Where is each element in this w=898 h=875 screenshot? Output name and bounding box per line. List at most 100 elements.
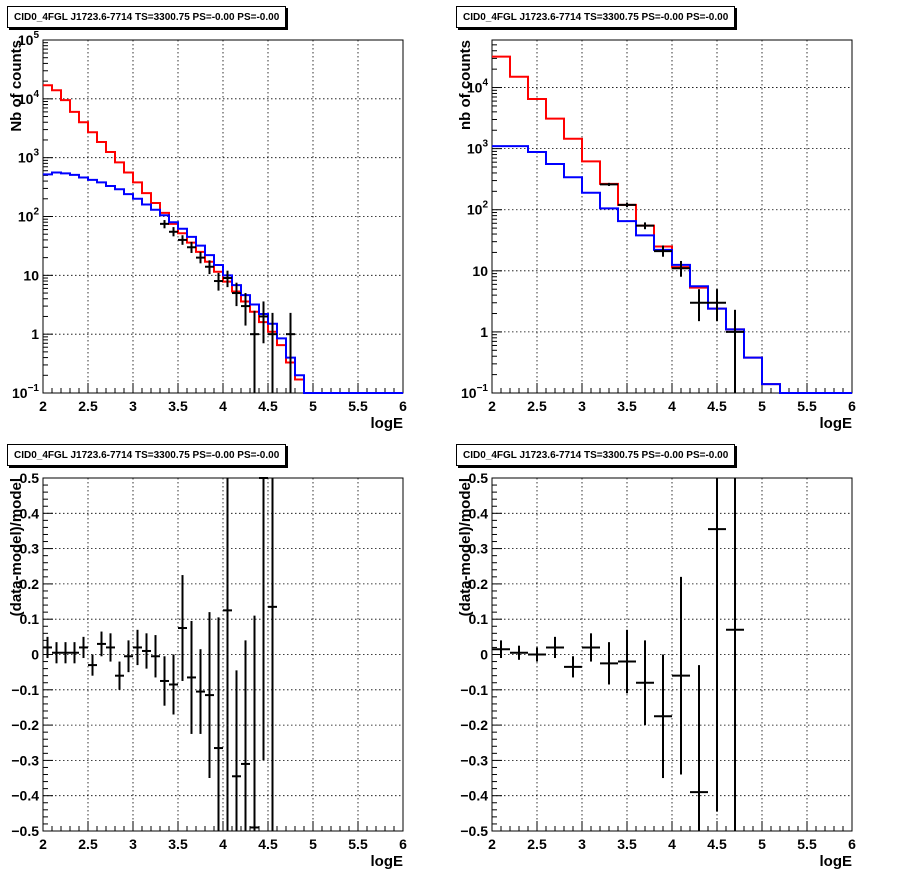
data-point bbox=[70, 642, 79, 664]
y-tick-label: −0.1 bbox=[11, 682, 39, 698]
data-point bbox=[250, 615, 259, 831]
x-tick-label: 6 bbox=[848, 836, 856, 852]
data-point bbox=[510, 645, 528, 660]
x-tick-label: 2 bbox=[488, 836, 496, 852]
x-tick-label: 6 bbox=[848, 398, 856, 414]
data-point bbox=[124, 640, 133, 673]
data-point bbox=[268, 312, 277, 393]
y-tick-label: −0.1 bbox=[460, 682, 488, 698]
data-point bbox=[690, 289, 708, 322]
y-tick-label: 0.2 bbox=[469, 576, 489, 592]
y-tick-exponent: −1 bbox=[477, 383, 489, 394]
data-point bbox=[214, 617, 223, 831]
y-tick-exponent: 5 bbox=[33, 30, 39, 41]
x-tick-label: 4 bbox=[668, 836, 676, 852]
x-axis-label: logE bbox=[371, 853, 404, 870]
x-tick-label: 2.5 bbox=[527, 836, 547, 852]
x-axis-label: logE bbox=[820, 415, 853, 432]
data-point bbox=[52, 642, 61, 664]
y-tick-label: 10 bbox=[472, 263, 488, 279]
y-tick-base: 10 bbox=[18, 32, 34, 48]
y-tick-label: 0.5 bbox=[469, 470, 489, 486]
pad-residuals-left: 2 2.5 3 3.5 4 4.5 5 5.5 6 −0.5 −0.4 −0.3 −0.2 −0.1 0 0.… bbox=[0, 438, 449, 875]
y-tick-label: −0.2 bbox=[460, 717, 488, 733]
data-point bbox=[726, 309, 744, 393]
y-tick-label: 103 bbox=[18, 148, 40, 166]
data-point bbox=[232, 670, 241, 831]
x-tick-label: 4.5 bbox=[258, 398, 278, 414]
plot-area: 2 2.5 3 3.5 4 4.5 5 5.5 6 −0.5 −0.4 −0.3 −0.2 −0.1 0 0.… bbox=[457, 470, 856, 870]
data-point bbox=[250, 310, 259, 393]
y-tick-label: 1 bbox=[31, 326, 39, 342]
grid bbox=[492, 40, 852, 393]
x-tick-label: 3 bbox=[129, 836, 137, 852]
data-point bbox=[528, 647, 546, 662]
data-point bbox=[241, 293, 250, 326]
y-tick-label: −0.5 bbox=[11, 823, 39, 839]
y-tick-label: 0.3 bbox=[469, 541, 489, 557]
y-axis-label: Nb of counts bbox=[8, 40, 25, 132]
y-tick-label: 0.4 bbox=[469, 505, 489, 521]
data-point bbox=[708, 478, 726, 812]
data-point bbox=[142, 633, 151, 669]
chart-residuals-right: 2 2.5 3 3.5 4 4.5 5 5.5 6 −0.5 −0.4 −0.3 −0.2 −0.1 0 0.… bbox=[457, 470, 856, 870]
data-point bbox=[259, 477, 268, 761]
y-tick-label: 104 bbox=[467, 78, 489, 96]
y-tick-exponent: −1 bbox=[28, 383, 40, 394]
data-points bbox=[43, 477, 277, 831]
y-tick-label: −0.4 bbox=[11, 788, 39, 804]
data-point bbox=[106, 633, 115, 662]
grid bbox=[43, 478, 403, 831]
y-tick-label: 10 bbox=[23, 267, 39, 283]
y-tick-label: 0.1 bbox=[20, 611, 40, 627]
data-point bbox=[654, 245, 672, 257]
data-point bbox=[618, 629, 636, 694]
x-tick-label: 5 bbox=[309, 398, 317, 414]
x-tick-label: 2.5 bbox=[78, 398, 98, 414]
data-point bbox=[151, 635, 160, 678]
data-point bbox=[187, 620, 196, 734]
plot-area: 2 2.5 3 3.5 4 4.5 5 5.5 610−1110102103104105logE… bbox=[8, 30, 407, 432]
x-axis-label: logE bbox=[820, 853, 853, 870]
series-model-source bbox=[43, 171, 403, 394]
y-tick-label: 0.4 bbox=[20, 505, 40, 521]
data-point bbox=[214, 272, 223, 291]
data-point bbox=[690, 665, 708, 831]
data-points bbox=[492, 478, 744, 831]
data-points bbox=[160, 220, 295, 393]
x-tick-label: 4.5 bbox=[707, 398, 727, 414]
data-point bbox=[160, 220, 169, 229]
chart-title: CID0_4FGL J1723.6-7714 TS=3300.75 PS=-0.… bbox=[7, 444, 287, 466]
data-point bbox=[223, 270, 232, 288]
pad-residuals-right: 2 2.5 3 3.5 4 4.5 5 5.5 6 −0.5 −0.4 −0.3 −0.2 −0.1 0 0.… bbox=[449, 438, 898, 875]
data-point bbox=[97, 631, 106, 657]
x-tick-label: 5.5 bbox=[348, 398, 368, 414]
x-tick-label: 3.5 bbox=[617, 836, 637, 852]
chart-title: CID0_4FGL J1723.6-7714 TS=3300.75 PS=-0.… bbox=[456, 444, 736, 466]
x-tick-label: 3.5 bbox=[168, 836, 188, 852]
data-point bbox=[187, 241, 196, 253]
y-tick-label: 103 bbox=[467, 139, 489, 157]
data-point bbox=[726, 478, 744, 831]
data-points bbox=[600, 182, 744, 393]
y-tick-label: 0 bbox=[31, 647, 39, 663]
y-tick-base: 10 bbox=[12, 385, 28, 401]
chart-residuals-left: 2 2.5 3 3.5 4 4.5 5 5.5 6 −0.5 −0.4 −0.3 −0.2 −0.1 0 0.… bbox=[8, 470, 407, 870]
data-point bbox=[196, 251, 205, 264]
chart-title: CID0_4FGL J1723.6-7714 TS=3300.75 PS=-0.… bbox=[456, 6, 736, 28]
y-tick-exponent: 2 bbox=[482, 200, 488, 211]
data-point bbox=[286, 312, 295, 393]
y-tick-label: 105 bbox=[18, 30, 40, 48]
y-tick-label: −0.3 bbox=[460, 752, 488, 768]
x-tick-label: 5 bbox=[758, 836, 766, 852]
chart-title: CID0_4FGL J1723.6-7714 TS=3300.75 PS=-0.… bbox=[7, 6, 287, 28]
y-tick-label: 102 bbox=[18, 207, 40, 225]
data-point bbox=[268, 478, 277, 831]
y-axis-label: (data-model)/model bbox=[457, 478, 474, 616]
data-point bbox=[492, 640, 510, 659]
data-point bbox=[582, 633, 600, 662]
y-tick-base: 10 bbox=[461, 385, 477, 401]
x-tick-label: 2 bbox=[39, 398, 47, 414]
y-tick-label: −0.4 bbox=[460, 788, 488, 804]
data-point bbox=[88, 654, 97, 676]
